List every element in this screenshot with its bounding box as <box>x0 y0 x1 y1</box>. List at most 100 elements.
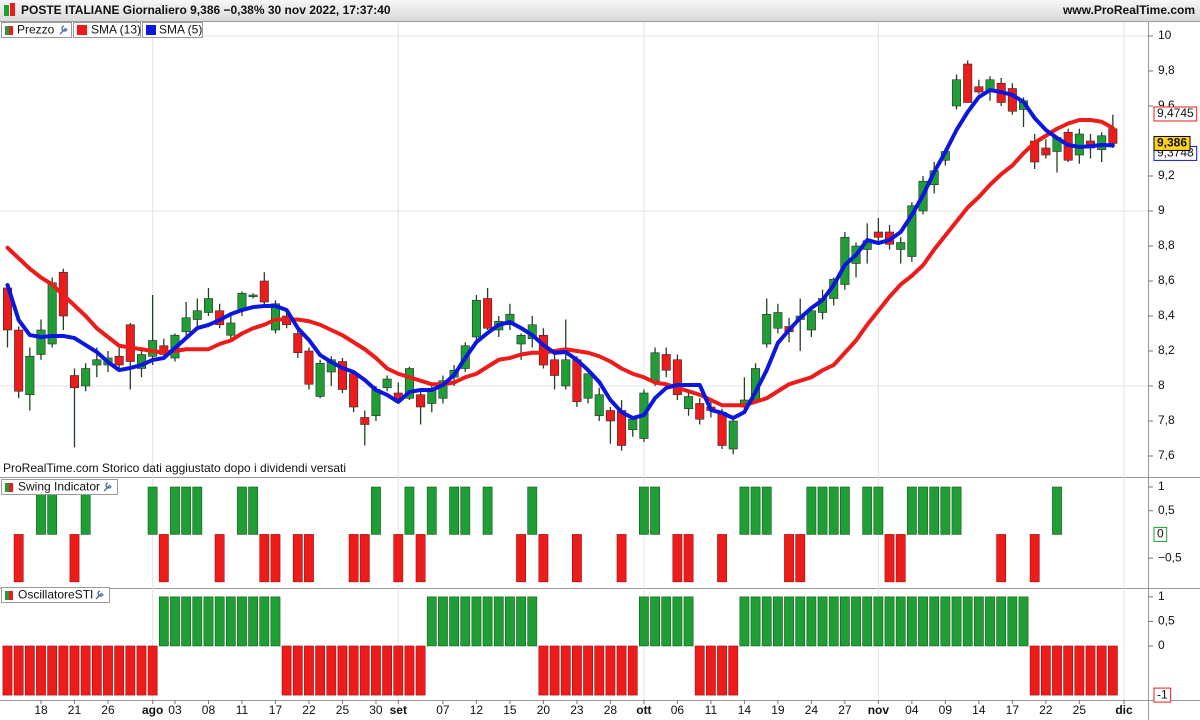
bar <box>817 486 828 535</box>
legend-icon <box>9 26 13 35</box>
x-tick-label: 23 <box>570 703 584 717</box>
legend-icon <box>5 483 9 492</box>
candle-body <box>650 352 660 382</box>
bar <box>404 645 415 696</box>
y-tick-label: 1 <box>1158 479 1165 493</box>
panel-title: Swing Indicator <box>18 480 100 494</box>
y-tick-label: 7,8 <box>1158 413 1175 427</box>
bar <box>1085 645 1096 696</box>
candle-body <box>337 361 347 390</box>
candle-body <box>304 350 314 385</box>
value-label-box <box>1153 687 1172 703</box>
candle-body <box>1097 135 1107 151</box>
legend-icon <box>5 26 9 35</box>
bar <box>996 596 1007 647</box>
candle-body <box>728 420 738 450</box>
candle-body <box>237 292 247 310</box>
y-tick-label: 10 <box>1158 28 1172 42</box>
bar <box>69 645 80 696</box>
candle-body <box>81 368 91 387</box>
bar <box>1052 645 1062 696</box>
candle-body <box>695 403 705 420</box>
bar <box>1063 645 1074 696</box>
bar <box>348 645 359 696</box>
candle-body <box>963 63 973 103</box>
legend-box[interactable] <box>1 479 118 495</box>
legend-box[interactable] <box>1 587 110 603</box>
bar <box>906 486 917 535</box>
x-tick-label: 24 <box>805 703 819 717</box>
settings-icon[interactable] <box>59 25 68 35</box>
candle-body <box>270 303 280 331</box>
bar <box>426 486 437 535</box>
bar <box>560 645 571 696</box>
bar <box>884 596 895 647</box>
bar <box>694 645 705 696</box>
legend-swatch <box>146 25 156 35</box>
bar <box>895 534 906 583</box>
legend-label: Prezzo <box>17 23 55 37</box>
candle-body <box>1007 88 1017 112</box>
bar <box>839 486 850 535</box>
y-tick-label: 1 <box>1158 589 1165 603</box>
candle-body <box>907 205 917 257</box>
bar <box>270 534 281 583</box>
bar <box>359 534 370 583</box>
x-tick-label: 07 <box>436 703 450 717</box>
marks <box>2 60 1118 696</box>
bar <box>438 596 448 647</box>
bar <box>237 596 247 647</box>
settings-icon[interactable] <box>103 482 112 492</box>
bar <box>326 645 337 696</box>
candle-body <box>516 334 526 345</box>
y-tick-label: 0 <box>1158 638 1165 652</box>
y-tick-label: 0,5 <box>1158 614 1175 628</box>
candle-body <box>974 86 984 93</box>
bar <box>382 645 393 696</box>
bar <box>851 596 861 647</box>
y-tick-label: 8,4 <box>1158 308 1175 322</box>
candle-body <box>203 298 213 313</box>
bar <box>158 534 169 583</box>
x-tick-label: ott <box>636 703 651 717</box>
bar <box>192 596 203 647</box>
y-tick-label: −0,5 <box>1158 550 1182 564</box>
bar <box>1029 534 1040 583</box>
candle-body <box>773 312 783 329</box>
y-tick-label: 8,6 <box>1158 273 1175 287</box>
bar <box>415 534 426 583</box>
candle-body <box>181 317 191 333</box>
bar <box>627 645 638 696</box>
bar <box>828 486 839 535</box>
x-tick-label: 17 <box>269 703 283 717</box>
bar <box>817 596 828 647</box>
bar <box>426 596 437 647</box>
x-tick-label: 20 <box>537 703 551 717</box>
candle-body <box>248 294 258 298</box>
candle-body <box>416 394 426 408</box>
bar <box>973 596 984 647</box>
legend-box[interactable] <box>142 22 203 38</box>
bar <box>237 486 247 535</box>
bar <box>1040 645 1051 696</box>
bar <box>795 534 806 583</box>
settings-icon[interactable] <box>95 590 104 600</box>
legend-box[interactable] <box>73 22 141 38</box>
y-tick-label: 8,2 <box>1158 343 1175 357</box>
bar <box>516 596 526 647</box>
x-tick-label: 12 <box>470 703 484 717</box>
bar <box>1018 596 1029 647</box>
bar <box>951 486 962 535</box>
bar <box>170 486 180 535</box>
bar <box>158 596 169 647</box>
candle-body <box>717 411 727 446</box>
x-tick-label: 08 <box>202 703 216 717</box>
bar <box>348 534 359 583</box>
value-label-box <box>1153 135 1191 151</box>
annotation: ProRealTime.com Storico dati aggiustato … <box>3 461 346 475</box>
bar <box>962 596 973 647</box>
bar <box>136 645 147 696</box>
bar <box>259 596 270 647</box>
legend-box[interactable] <box>1 22 72 38</box>
